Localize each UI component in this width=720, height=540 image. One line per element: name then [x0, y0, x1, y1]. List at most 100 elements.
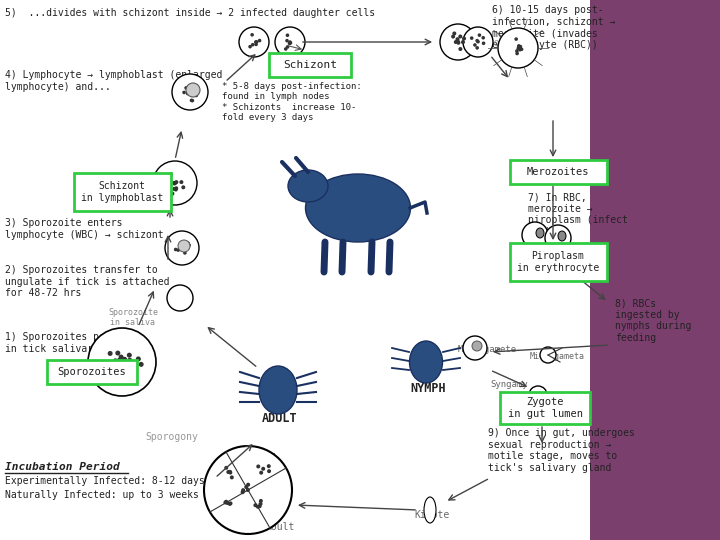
Circle shape	[451, 35, 455, 38]
Circle shape	[259, 471, 264, 475]
Circle shape	[518, 48, 522, 51]
Text: ADULT: ADULT	[262, 412, 298, 425]
Circle shape	[459, 47, 462, 51]
Circle shape	[285, 39, 289, 43]
Circle shape	[520, 48, 523, 51]
Circle shape	[127, 353, 132, 357]
Circle shape	[518, 45, 522, 49]
Ellipse shape	[558, 231, 566, 241]
Circle shape	[176, 248, 180, 252]
Circle shape	[184, 247, 188, 250]
Circle shape	[255, 40, 258, 44]
Circle shape	[164, 180, 168, 184]
Circle shape	[477, 33, 481, 37]
Circle shape	[153, 161, 197, 205]
Circle shape	[251, 33, 254, 37]
Circle shape	[115, 362, 120, 367]
Circle shape	[284, 47, 287, 51]
Text: * 5-8 days post-infection:
found in lymph nodes
* Schizonts  increase 10-
fold e: * 5-8 days post-infection: found in lymp…	[222, 82, 361, 122]
Circle shape	[456, 40, 460, 45]
Circle shape	[130, 376, 135, 382]
Circle shape	[463, 336, 487, 360]
Circle shape	[259, 499, 263, 503]
Circle shape	[240, 490, 245, 494]
Circle shape	[120, 369, 125, 374]
Circle shape	[516, 46, 520, 50]
Bar	[590, 0, 720, 540]
Text: SALIVARY
GLAND
ACINUS: SALIVARY GLAND ACINUS	[221, 453, 275, 486]
Circle shape	[189, 85, 192, 89]
Circle shape	[191, 99, 194, 103]
Text: 7) In RBC,
merozoite →
piroplasm (infect
ticks): 7) In RBC, merozoite → piroplasm (infect…	[528, 192, 628, 237]
Circle shape	[254, 40, 258, 44]
FancyBboxPatch shape	[47, 360, 137, 384]
Circle shape	[171, 192, 174, 195]
Text: Naturally Infected: up to 3 weeks: Naturally Infected: up to 3 weeks	[5, 490, 199, 500]
Circle shape	[136, 356, 141, 361]
Circle shape	[256, 464, 260, 469]
Circle shape	[228, 470, 233, 475]
Circle shape	[117, 357, 122, 362]
Circle shape	[286, 45, 289, 49]
Text: Macrogamete: Macrogamete	[458, 345, 517, 354]
Circle shape	[119, 361, 124, 366]
Circle shape	[522, 222, 548, 248]
Circle shape	[545, 225, 571, 251]
Circle shape	[518, 47, 522, 50]
Circle shape	[517, 45, 521, 48]
Circle shape	[187, 244, 191, 247]
Circle shape	[529, 386, 547, 404]
Circle shape	[224, 466, 228, 470]
Circle shape	[190, 89, 194, 92]
Text: 5)  ...divides with schizont inside → 2 infected daughter cells: 5) ...divides with schizont inside → 2 i…	[5, 8, 375, 18]
Circle shape	[122, 357, 127, 362]
Circle shape	[114, 376, 120, 381]
Circle shape	[515, 49, 518, 53]
Circle shape	[476, 40, 480, 44]
Circle shape	[454, 40, 458, 44]
Circle shape	[225, 501, 230, 505]
Circle shape	[172, 74, 208, 110]
Circle shape	[258, 504, 261, 508]
Circle shape	[241, 488, 245, 492]
Text: Schizont
in lymphoblast: Schizont in lymphoblast	[81, 181, 163, 203]
Circle shape	[178, 240, 190, 252]
Circle shape	[475, 46, 479, 50]
Circle shape	[258, 502, 263, 506]
Text: Piroplasm
in erythrocyte: Piroplasm in erythrocyte	[517, 251, 599, 273]
Circle shape	[230, 475, 234, 480]
Circle shape	[174, 186, 179, 190]
Text: 8) RBCs
ingested by
nymphs during
feeding: 8) RBCs ingested by nymphs during feedin…	[615, 298, 691, 343]
Text: Sporozoite
in saliva: Sporozoite in saliva	[108, 308, 158, 327]
Circle shape	[440, 24, 476, 60]
Text: Incubation Period: Incubation Period	[5, 462, 120, 472]
Circle shape	[228, 502, 232, 506]
Circle shape	[456, 37, 459, 41]
Circle shape	[107, 351, 112, 356]
Circle shape	[246, 488, 250, 492]
Text: 9) Once in gut, undergoes
sexual reproduction →
motile stage, moves to
tick's sa: 9) Once in gut, undergoes sexual reprodu…	[488, 428, 635, 473]
Circle shape	[117, 359, 122, 363]
Text: Merozoites: Merozoites	[527, 167, 589, 177]
Text: Zygote
in gut lumen: Zygote in gut lumen	[508, 397, 582, 419]
FancyBboxPatch shape	[510, 160, 606, 184]
Text: 6) 10-15 days post-
infection, schizont →
merozoite (invades
erythrocyte (RBC)): 6) 10-15 days post- infection, schizont …	[492, 5, 616, 50]
Circle shape	[127, 358, 132, 363]
Circle shape	[184, 86, 188, 90]
Text: Kinote: Kinote	[415, 510, 449, 520]
Circle shape	[174, 180, 179, 184]
Circle shape	[194, 94, 198, 97]
Circle shape	[223, 501, 228, 504]
Circle shape	[224, 500, 228, 504]
Circle shape	[472, 341, 482, 351]
Circle shape	[120, 361, 125, 366]
Text: Sporogony: Sporogony	[145, 432, 199, 442]
Circle shape	[181, 185, 185, 190]
Circle shape	[174, 187, 178, 192]
Circle shape	[514, 37, 518, 41]
Circle shape	[288, 40, 292, 44]
Text: 4) Lymphocyte → lymphoblast (enlarged
lymphocyte) and...: 4) Lymphocyte → lymphoblast (enlarged ly…	[5, 70, 222, 92]
Circle shape	[183, 251, 186, 255]
Circle shape	[115, 350, 120, 355]
Circle shape	[228, 502, 233, 505]
